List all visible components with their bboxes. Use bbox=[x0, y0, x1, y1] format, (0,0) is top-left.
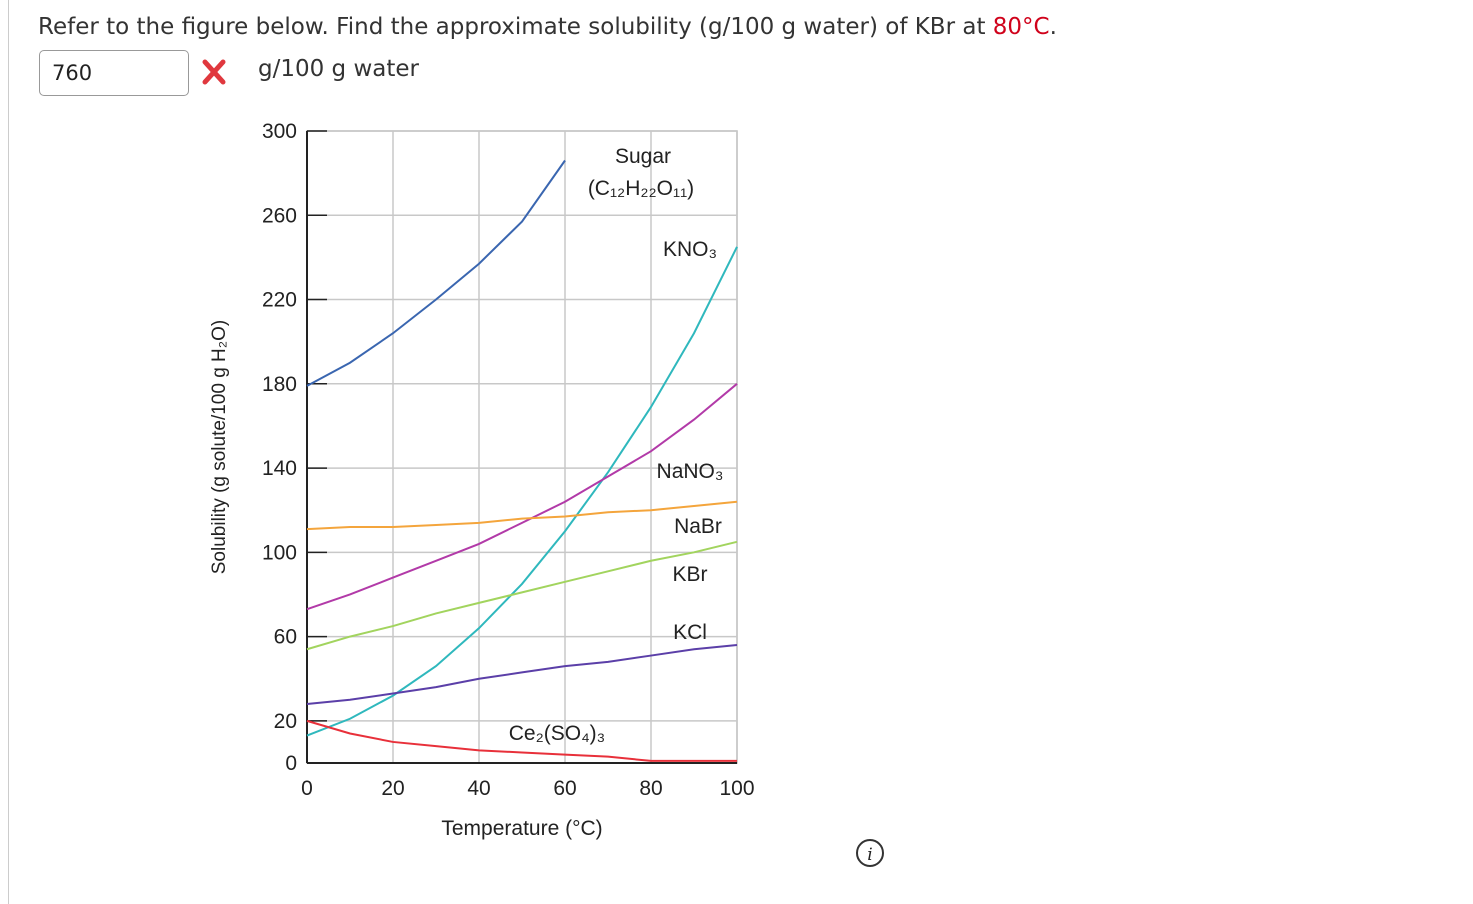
x-tick-label: 0 bbox=[301, 777, 313, 800]
y-axis-title: Solubility (g solute/100 g H₂O) bbox=[209, 320, 230, 575]
series-label: Ce₂(SO₄)₃ bbox=[509, 722, 605, 745]
series-label: NaBr bbox=[674, 515, 722, 538]
series-label: KBr bbox=[672, 563, 707, 586]
series-line bbox=[306, 159, 566, 387]
x-tick-label: 80 bbox=[639, 777, 662, 800]
series-label: KNO₃ bbox=[663, 238, 717, 261]
x-tick-label: 100 bbox=[719, 777, 754, 800]
wrong-icon bbox=[202, 59, 226, 85]
x-tick-label: 40 bbox=[467, 777, 490, 800]
y-tick-label: 260 bbox=[262, 204, 297, 227]
plot-frame bbox=[306, 130, 738, 764]
series-line bbox=[306, 246, 738, 737]
series-line bbox=[306, 383, 738, 611]
question: Refer to the figure below. Find the appr… bbox=[38, 14, 1057, 40]
series-label: Sugar bbox=[615, 145, 671, 168]
series-line bbox=[306, 644, 738, 706]
series-formula: (C₁₂H₂₂O₁₁) bbox=[588, 177, 694, 200]
x-axis-title: Temperature (°C) bbox=[441, 817, 602, 840]
y-tick-label: 140 bbox=[262, 457, 297, 480]
answer-input[interactable]: 760 bbox=[39, 50, 189, 96]
y-tick-label: 300 bbox=[262, 120, 297, 143]
y-tick-label: 0 bbox=[285, 752, 297, 775]
info-icon[interactable]: i bbox=[856, 839, 884, 867]
y-tick-label: 100 bbox=[262, 541, 297, 564]
y-tick-label: 60 bbox=[274, 626, 297, 649]
question-text: Refer to the figure below. Find the appr… bbox=[38, 14, 993, 40]
series-line bbox=[306, 719, 737, 762]
question-highlight: 80°C bbox=[992, 14, 1050, 40]
x-tick-label: 20 bbox=[381, 777, 404, 800]
series-line bbox=[306, 540, 738, 651]
svg-text:i: i bbox=[867, 845, 872, 865]
y-tick-label: 220 bbox=[262, 289, 297, 312]
border bbox=[8, 0, 9, 904]
unit-label: g/100 g water bbox=[258, 56, 419, 82]
series-label: KCl bbox=[673, 621, 707, 644]
x-tick-label: 60 bbox=[553, 777, 576, 800]
series-label: NaNO₃ bbox=[657, 460, 724, 483]
series-line bbox=[306, 500, 738, 531]
y-tick-label: 20 bbox=[274, 710, 297, 733]
y-tick-label: 180 bbox=[262, 373, 297, 396]
question-end: . bbox=[1049, 14, 1057, 40]
